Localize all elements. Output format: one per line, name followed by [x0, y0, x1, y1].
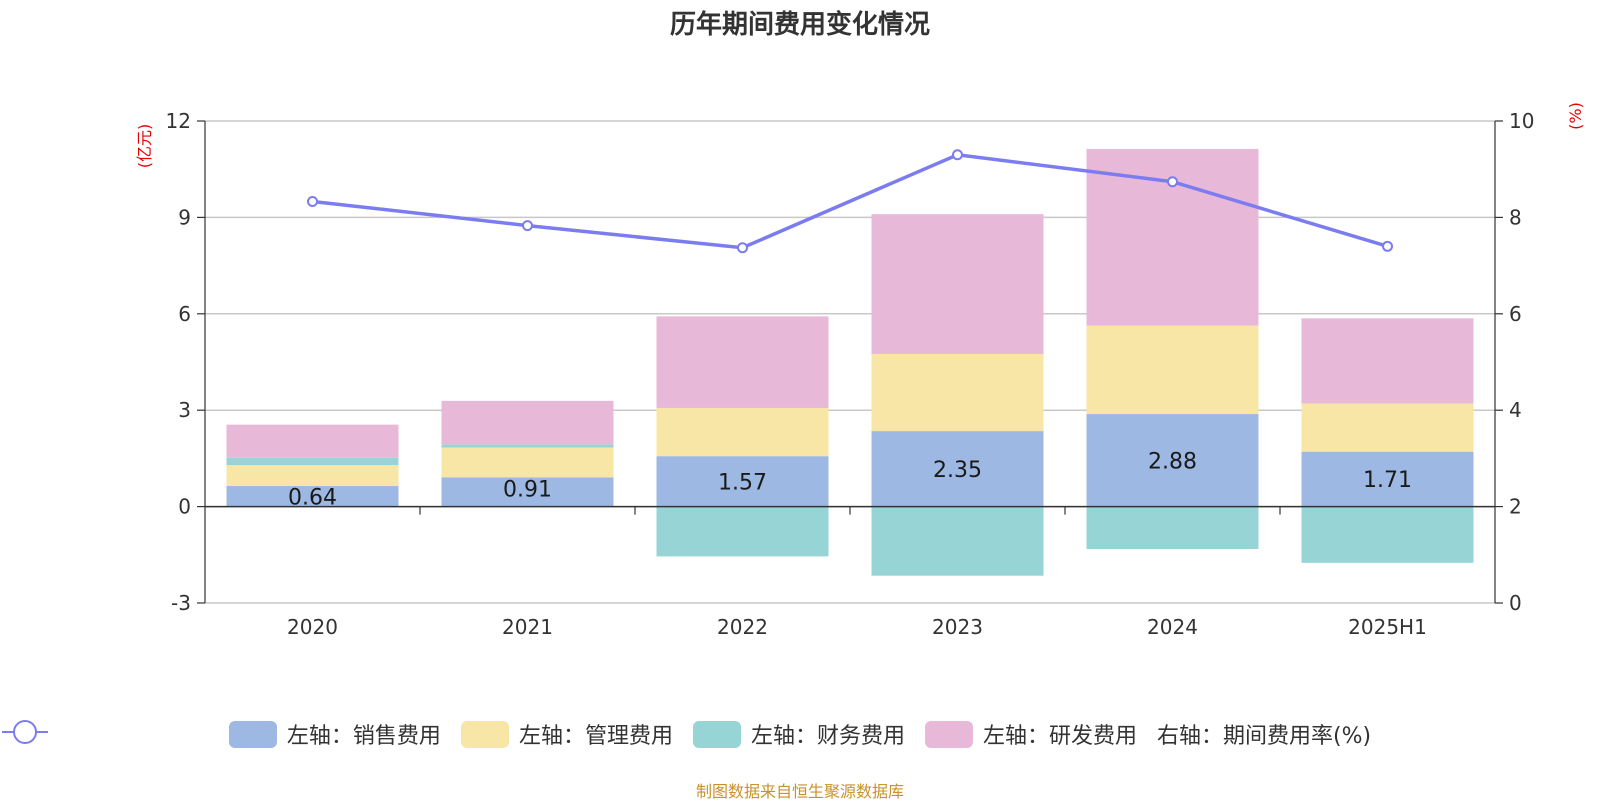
legend-label: 左轴：研发费用: [982, 724, 1137, 749]
legend-item-rnd[interactable]: 左轴：研发费用: [924, 718, 1137, 750]
right-tick-label: 10: [1509, 109, 1534, 133]
bar-data-label: 2.35: [933, 458, 982, 483]
bar-finance: [441, 444, 614, 448]
bar-data-label: 0.64: [288, 486, 337, 511]
legend-item-rate[interactable]: 右轴：期间费用率(%): [2, 718, 1372, 750]
category-label: 2025H1: [1348, 615, 1427, 639]
legend-label: 左轴：财务费用: [750, 724, 905, 749]
bar-admin: [1086, 325, 1259, 415]
left-tick-label: 9: [178, 205, 191, 229]
bar-sales: [871, 431, 1044, 507]
left-tick-label: 0: [178, 495, 191, 519]
chart-svg: -3 0 3 6 9 12 0 2 4 6 8 10 (亿元) (%) 2020 2021 2022 2023 20…: [135, 102, 1585, 639]
legend-swatch: [460, 720, 509, 748]
left-tick-label: -3: [171, 591, 191, 615]
right-tick-label: 2: [1509, 495, 1522, 519]
bar-sales: [1086, 414, 1259, 507]
legend-item-admin[interactable]: 左轴：管理费用: [460, 718, 673, 750]
bar-sales: [441, 477, 614, 507]
bar-data-label: 2.88: [1148, 449, 1197, 474]
bar-rnd: [1301, 318, 1474, 404]
rate-point: [1382, 240, 1393, 252]
legend-line-marker-icon: [2, 720, 48, 744]
legend-label: 左轴：销售费用: [286, 724, 441, 749]
bar-admin: [871, 353, 1044, 432]
rate-point: [522, 220, 533, 232]
legend-label: 左轴：管理费用: [518, 724, 673, 749]
bar-admin: [1301, 403, 1474, 452]
left-axis-unit: (亿元): [135, 124, 154, 169]
bar-finance: [226, 457, 399, 466]
rate-point: [737, 242, 748, 254]
legend-swatch: [228, 720, 277, 748]
rate-line: [312, 152, 1389, 250]
category-label: 2021: [502, 615, 553, 639]
left-tick-label: 12: [166, 109, 191, 133]
legend-item-finance[interactable]: 左轴：财务费用: [692, 718, 905, 750]
bar-rnd: [871, 214, 1044, 354]
bar-admin: [441, 447, 614, 478]
category-label: 2024: [1147, 615, 1198, 639]
category-label: 2023: [932, 615, 983, 639]
legend-swatch: [692, 720, 741, 748]
bar-admin: [226, 465, 399, 487]
bar-sales: [656, 456, 829, 507]
category-label: 2022: [717, 615, 768, 639]
rate-point: [307, 195, 318, 207]
bar-finance: [1301, 506, 1474, 563]
bar-admin: [656, 407, 829, 457]
right-tick-label: 4: [1509, 398, 1522, 422]
bar-rnd: [441, 400, 614, 445]
right-tick-label: 0: [1509, 591, 1522, 615]
legend-item-sales[interactable]: 左轴：销售费用: [228, 718, 441, 750]
chart-title: 历年期间费用变化情况: [669, 10, 930, 40]
bar-finance: [871, 506, 1044, 576]
category-label: 2020: [287, 615, 338, 639]
bar-sales: [226, 486, 399, 507]
bar-finance: [1086, 506, 1259, 550]
rate-point: [952, 149, 963, 161]
bar-data-label: 0.91: [503, 478, 552, 503]
legend-label: 右轴：期间费用率(%): [1156, 724, 1372, 749]
left-tick-label: 3: [178, 398, 191, 422]
bar-finance: [656, 506, 829, 557]
source-note: 制图数据来自恒生聚源数据库: [695, 782, 904, 801]
left-tick-label: 6: [178, 302, 191, 326]
bar-rnd: [226, 424, 399, 458]
bar-sales: [1301, 451, 1474, 507]
right-tick-label: 6: [1509, 302, 1522, 326]
chart-legend: 左轴：销售费用 左轴：管理费用 左轴：财务费用 左轴：研发费用 右轴：期间费用率(%): [0, 718, 1600, 750]
legend-swatch: [924, 720, 973, 748]
bar-rnd: [656, 316, 829, 408]
right-tick-label: 8: [1509, 205, 1522, 229]
bar-data-label: 1.57: [718, 470, 767, 495]
bar-data-label: 1.71: [1363, 468, 1412, 493]
rate-point: [1167, 176, 1178, 188]
right-axis-unit: (%): [1566, 102, 1585, 130]
